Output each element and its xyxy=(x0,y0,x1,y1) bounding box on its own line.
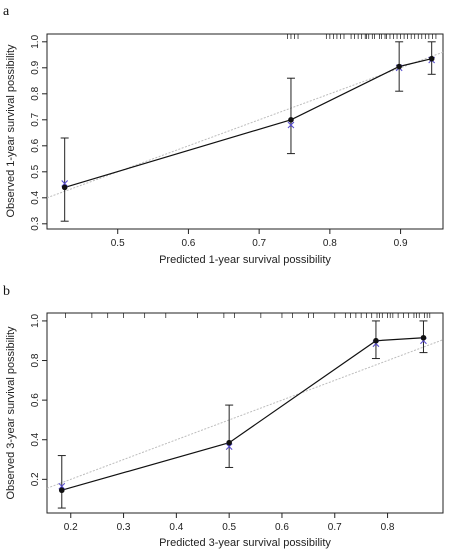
y-tick-label-a-4: 0.7 xyxy=(30,112,41,126)
corrected-x-marker-b-0 xyxy=(58,482,66,490)
plot-area-b xyxy=(46,312,444,514)
y-tick-label-b-0: 0.2 xyxy=(30,472,41,486)
observed-point-b-1 xyxy=(226,439,232,446)
x-tick-label-a-0: 0.5 xyxy=(111,238,125,249)
panel-label-b: b xyxy=(3,284,10,299)
observed-point-a-2 xyxy=(396,63,402,70)
x-tick-label-a-2: 0.7 xyxy=(252,238,266,249)
corrected-x-marker-a-1 xyxy=(287,121,295,129)
panel-label-a: a xyxy=(3,4,10,19)
y-axis-label-a: Observed 1-year survival possibility xyxy=(5,44,17,218)
x-tick-label-b-0: 0.2 xyxy=(64,522,78,533)
observed-line-a xyxy=(64,58,432,188)
x-tick-label-b-5: 0.7 xyxy=(328,522,342,533)
x-tick-label-a-3: 0.8 xyxy=(323,238,337,249)
observed-point-b-0 xyxy=(58,487,65,494)
observed-line-b xyxy=(61,337,424,491)
y-tick-label-b-4: 1.0 xyxy=(30,314,41,328)
y-tick-label-b-3: 0.8 xyxy=(30,353,41,367)
observed-point-b-2 xyxy=(373,337,379,344)
observed-point-b-3 xyxy=(420,334,427,341)
x-axis-label-a: Predicted 1-year survival possibility xyxy=(159,254,331,266)
x-tick-label-a-1: 0.6 xyxy=(181,238,195,249)
y-tick-label-a-0: 0.3 xyxy=(30,216,41,230)
x-tick-label-b-6: 0.8 xyxy=(381,522,395,533)
x-axis-label-b: Predicted 3-year survival possibility xyxy=(159,537,331,549)
x-tick-label-b-3: 0.5 xyxy=(222,522,236,533)
observed-point-a-1 xyxy=(288,117,294,123)
y-tick-label-a-2: 0.5 xyxy=(30,164,41,178)
x-tick-label-b-2: 0.4 xyxy=(169,522,183,533)
y-tick-label-b-2: 0.6 xyxy=(30,393,41,407)
y-tick-label-a-6: 0.9 xyxy=(30,60,41,74)
corrected-x-stroke-b-a-1 xyxy=(287,121,295,129)
calibration-panel-b: b Predicted 3-year survival possibility … xyxy=(3,284,444,549)
observed-point-a-0 xyxy=(61,184,68,191)
y-tick-label-b-1: 0.4 xyxy=(30,432,41,446)
calibration-panel-a: a Predicted 1-year survival possibility … xyxy=(3,4,444,266)
x-tick-label-a-4: 0.9 xyxy=(394,238,408,249)
y-axis-label-b: Observed 3-year survival possibility xyxy=(5,326,17,500)
ideal-reference-line-b xyxy=(46,339,444,489)
x-tick-label-b-4: 0.6 xyxy=(275,522,289,533)
corrected-x-marker-b-1 xyxy=(225,443,233,451)
y-tick-label-a-1: 0.4 xyxy=(30,190,41,204)
y-tick-label-a-7: 1.0 xyxy=(30,34,41,48)
y-tick-label-a-3: 0.6 xyxy=(30,138,41,152)
x-tick-label-b-1: 0.3 xyxy=(117,522,131,533)
corrected-x-stroke-b-b-1 xyxy=(225,443,233,451)
plot-area-a xyxy=(46,33,444,230)
observed-point-a-3 xyxy=(428,55,435,62)
corrected-x-stroke-b-b-0 xyxy=(58,482,66,490)
y-tick-label-a-5: 0.8 xyxy=(30,86,41,100)
